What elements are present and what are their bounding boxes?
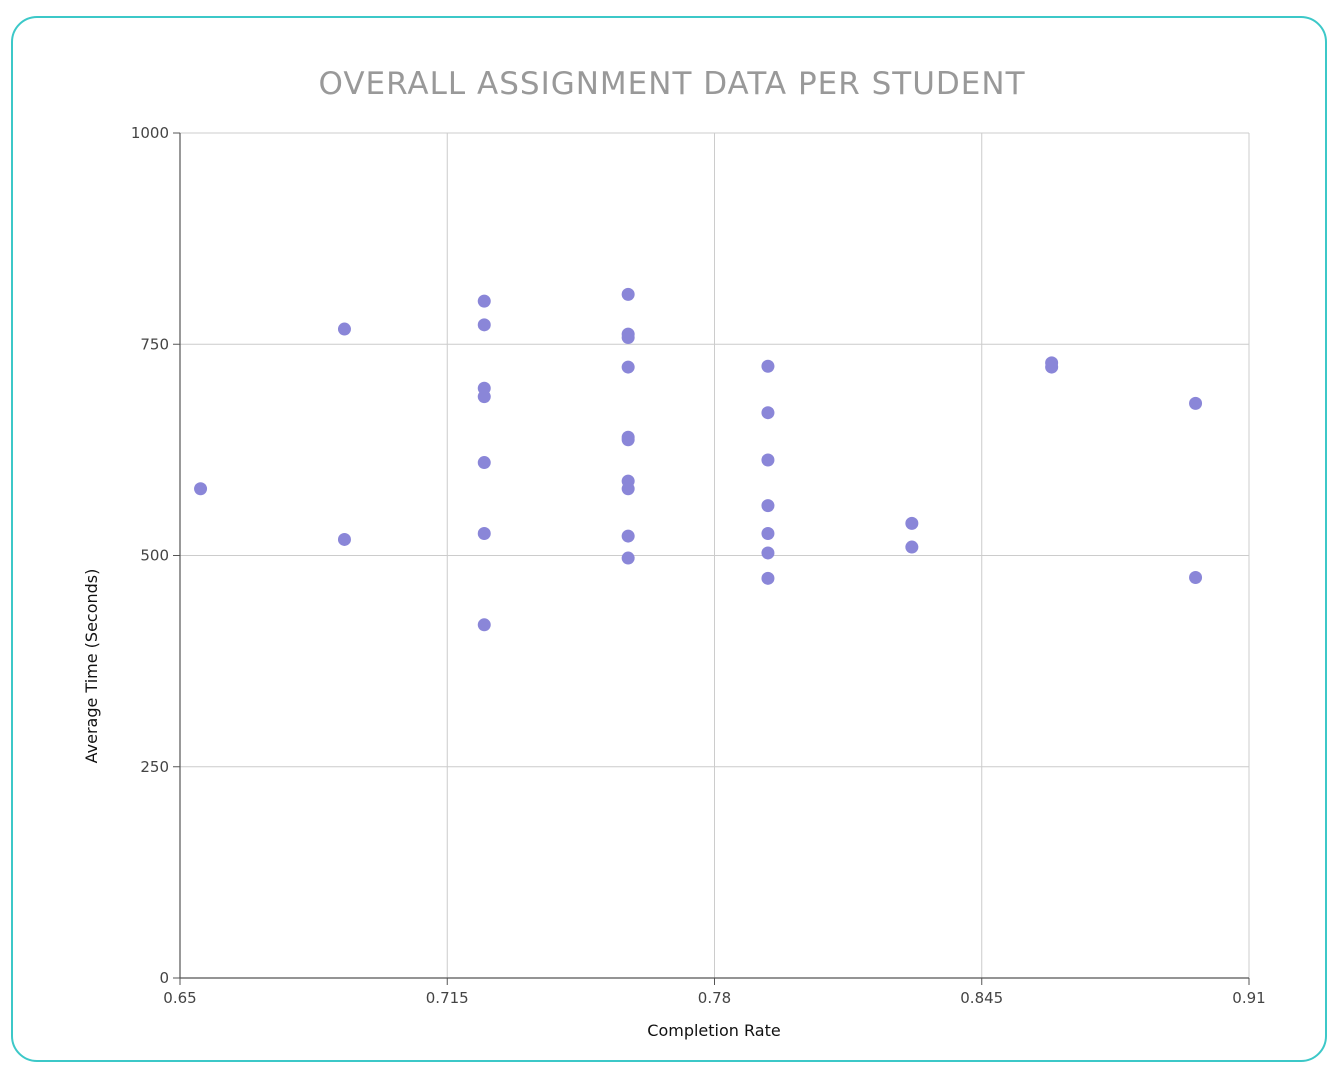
x-tick-label: 0.91 bbox=[1232, 989, 1265, 1007]
data-point bbox=[621, 287, 635, 301]
data-point bbox=[761, 571, 775, 585]
data-point bbox=[621, 529, 635, 543]
y-tick-label: 250 bbox=[140, 758, 169, 776]
data-point bbox=[1189, 570, 1203, 584]
chart-card bbox=[11, 16, 1327, 1062]
x-tick-label: 0.845 bbox=[960, 989, 1003, 1007]
data-point bbox=[1045, 360, 1059, 374]
axes: 0.65 0.715 0.78 0.845 0.91 0 250 500 750 1000 bbox=[131, 124, 1266, 1007]
data-point bbox=[761, 546, 775, 560]
data-point bbox=[761, 453, 775, 467]
y-tick-label: 500 bbox=[140, 547, 169, 565]
x-tick-label: 0.65 bbox=[163, 989, 196, 1007]
data-point bbox=[621, 551, 635, 565]
y-tick-label: 0 bbox=[159, 969, 169, 987]
data-point bbox=[621, 360, 635, 374]
data-point bbox=[1189, 396, 1203, 410]
x-tick-label: 0.715 bbox=[426, 989, 469, 1007]
x-tick-label: 0.78 bbox=[698, 989, 731, 1007]
data-point bbox=[621, 433, 635, 447]
data-point bbox=[337, 322, 351, 336]
y-tick-label: 750 bbox=[140, 335, 169, 353]
data-point bbox=[905, 540, 919, 554]
data-point bbox=[477, 456, 491, 470]
data-point bbox=[761, 527, 775, 541]
data-point bbox=[477, 390, 491, 404]
data-point bbox=[761, 359, 775, 373]
data-point bbox=[477, 618, 491, 632]
data-point bbox=[477, 527, 491, 541]
data-point bbox=[477, 294, 491, 308]
grid-lines bbox=[179, 132, 1250, 979]
data-point bbox=[621, 482, 635, 496]
y-axis-label: Average Time (Seconds) bbox=[82, 569, 101, 764]
data-point bbox=[621, 330, 635, 344]
y-tick-label: 1000 bbox=[131, 124, 169, 142]
data-points bbox=[194, 287, 1203, 632]
data-point bbox=[761, 499, 775, 513]
data-point bbox=[477, 318, 491, 332]
data-point bbox=[905, 516, 919, 530]
chart-title: OVERALL ASSIGNMENT DATA PER STUDENT bbox=[318, 66, 1026, 102]
data-point bbox=[194, 482, 208, 496]
data-point bbox=[761, 406, 775, 420]
data-point bbox=[337, 532, 351, 546]
x-axis-label: Completion Rate bbox=[647, 1021, 780, 1040]
